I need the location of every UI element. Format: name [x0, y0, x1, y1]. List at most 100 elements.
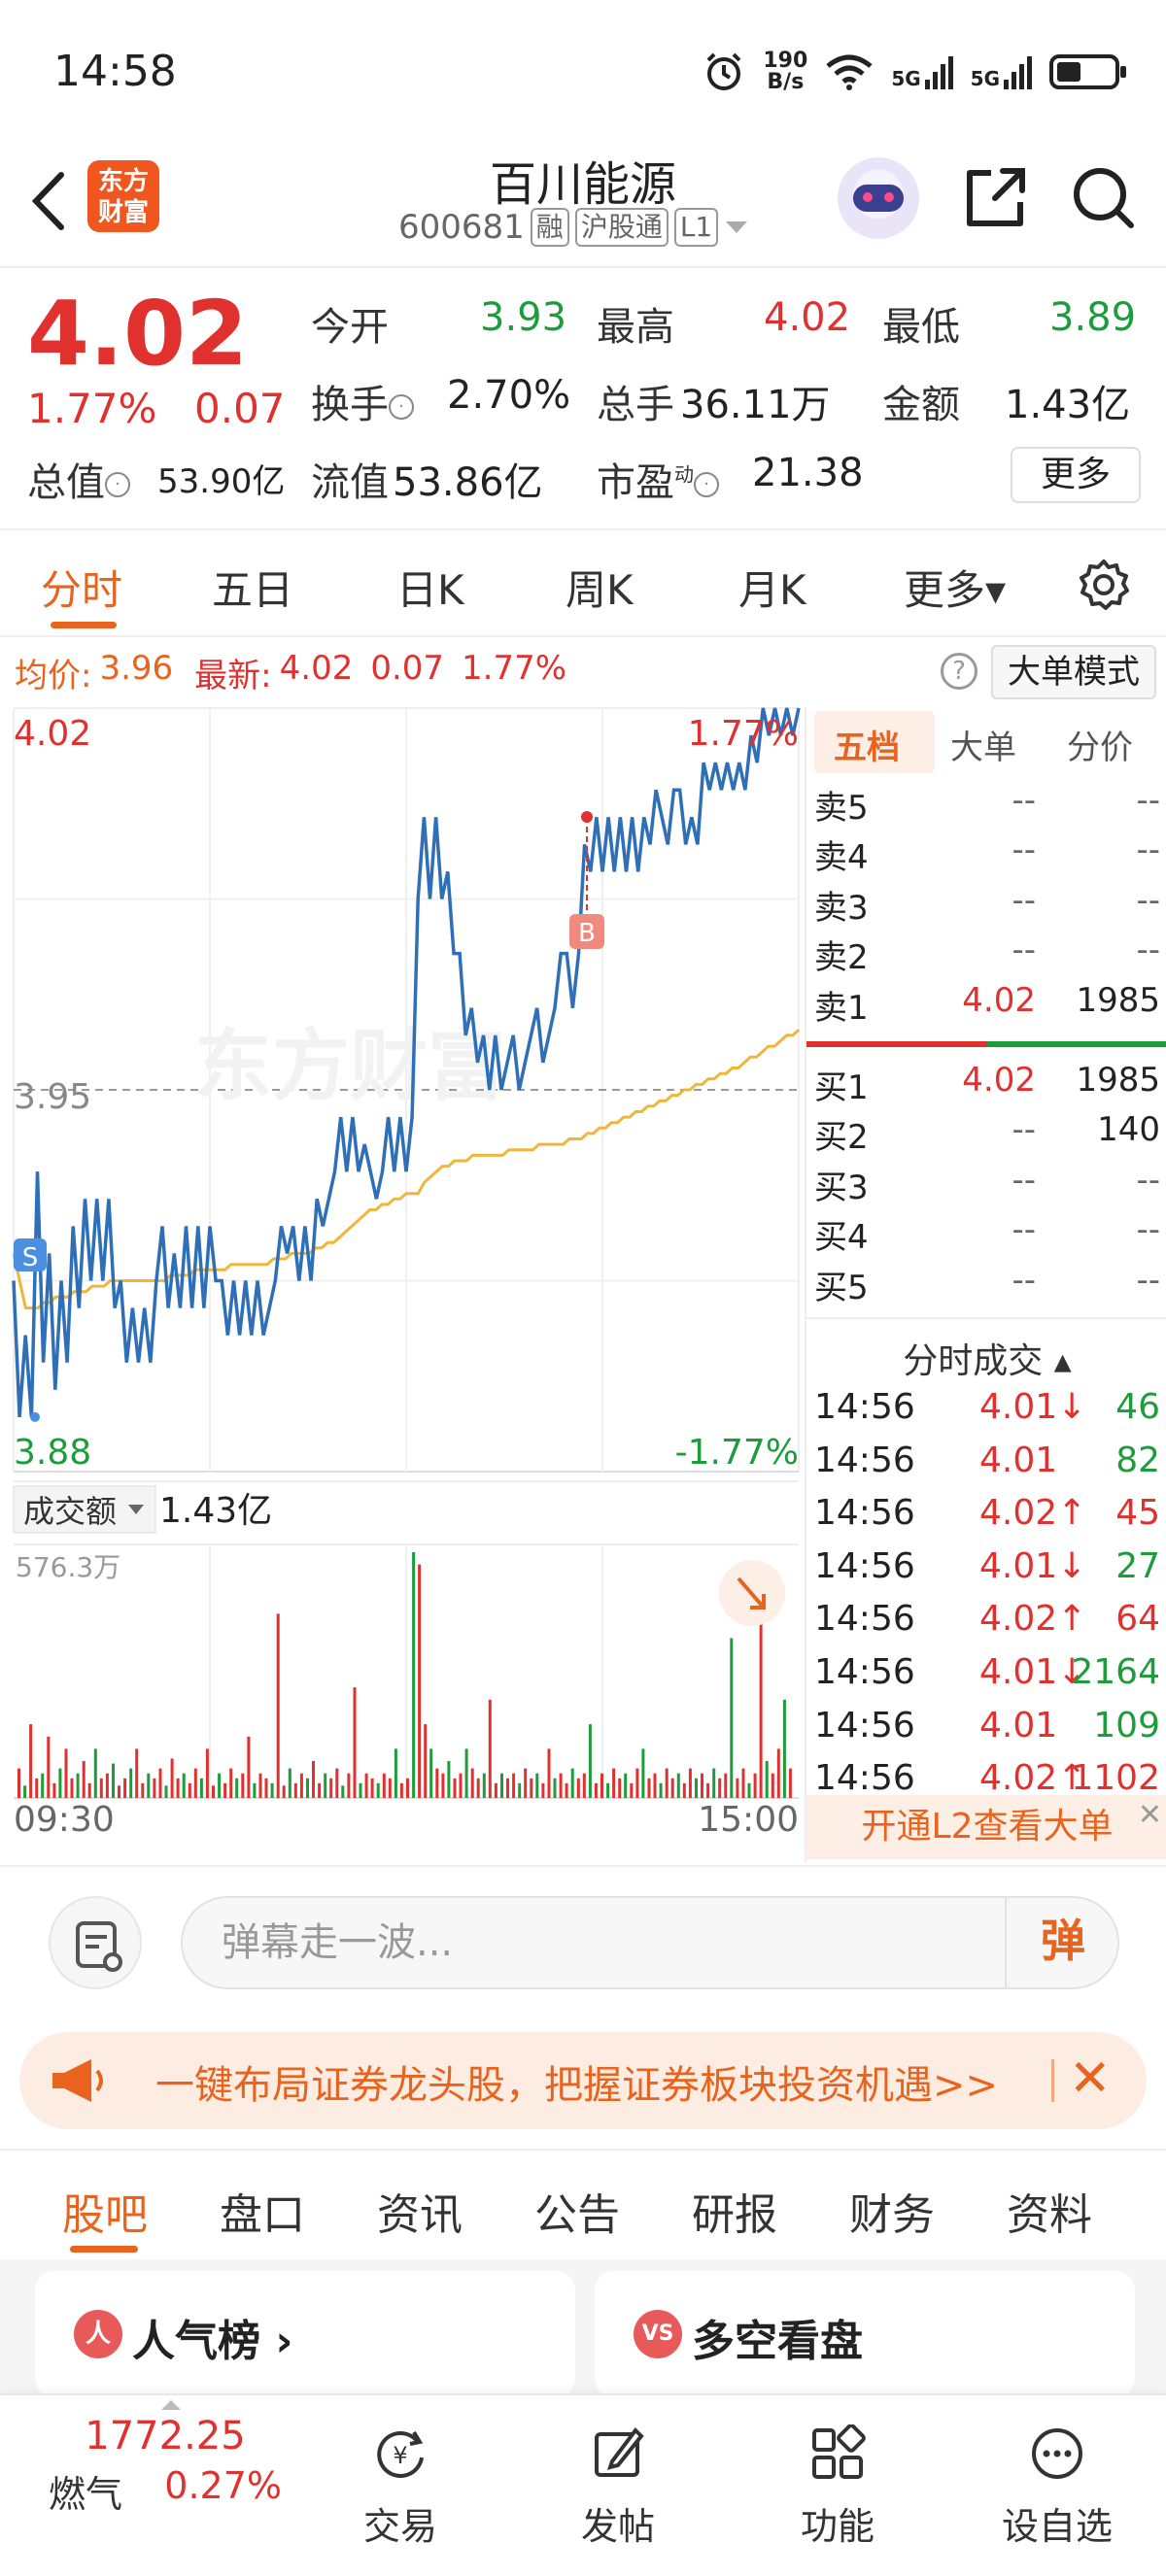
buy-level-row[interactable]: 买3 -- --: [814, 1161, 1160, 1211]
close-icon[interactable]: ✕: [1069, 2050, 1112, 2108]
trade-time: 14:56: [814, 1758, 915, 1799]
volume-bar: [82, 1761, 86, 1798]
tab-forum[interactable]: 股吧: [62, 2190, 148, 2240]
volume-bar: [76, 1773, 80, 1798]
sell-level-row[interactable]: 卖5 -- --: [814, 781, 1160, 831]
danmaku-input[interactable]: 弹幕走一波...: [181, 1896, 1119, 1989]
volume-bar: [64, 1748, 68, 1798]
tab-big-orders[interactable]: 大单: [950, 729, 1016, 767]
volume-bar: [93, 1748, 97, 1798]
sell-level-row[interactable]: 卖3 -- --: [814, 881, 1160, 932]
collapse-arrow-icon[interactable]: [719, 1560, 785, 1626]
share-icon[interactable]: [962, 163, 1030, 231]
brand-logo[interactable]: 东方 财富: [87, 160, 159, 232]
trade-price: 4.01: [979, 1705, 1058, 1746]
feature-cards: 人 人气榜 › VS 多空看盘: [0, 2259, 1166, 2397]
sell-level-row[interactable]: 卖1 4.02 1985: [814, 981, 1160, 1032]
trade-volume: 1102: [1071, 1758, 1160, 1799]
status-icons: 190 B/s 5G 5G: [703, 51, 1126, 93]
volume-bar: [41, 1773, 45, 1798]
amount-value: 1.43亿: [1005, 383, 1131, 427]
tab-research[interactable]: 研报: [692, 2190, 777, 2240]
volume-bar: [776, 1748, 780, 1798]
promo-banner[interactable]: 一键布局证券龙头股，把握证券板块投资机遇>> ✕: [19, 2032, 1147, 2129]
tab-market-depth[interactable]: 盘口: [220, 2190, 305, 2240]
tab-news[interactable]: 资讯: [377, 2190, 463, 2240]
level-volume: --: [1136, 1260, 1160, 1300]
average-price-row: 均价: 3.96 最新: 4.02 0.07 1.77%: [15, 649, 567, 695]
sell-level-row[interactable]: 卖4 -- --: [814, 830, 1160, 881]
back-arrow-icon[interactable]: [24, 167, 73, 235]
trades-title[interactable]: 分时成交 ▴: [806, 1317, 1166, 1383]
help-icon[interactable]: ?: [941, 653, 977, 690]
volume-selector[interactable]: 成交额: [13, 1485, 156, 1534]
content-tabs: 股吧 盘口 资讯 公告 研报 财务 资料: [0, 2149, 1166, 2255]
volume-bar: [141, 1782, 145, 1798]
info-icon[interactable]: ·: [105, 472, 130, 497]
sell-level-row[interactable]: 卖2 -- --: [814, 931, 1160, 981]
buy-marker[interactable]: S: [14, 1238, 47, 1272]
tab-price-split[interactable]: 分价: [1067, 729, 1133, 767]
nav-functions[interactable]: 功能: [750, 2423, 925, 2550]
big-order-mode-button[interactable]: 大单模式: [991, 645, 1156, 699]
volume-bar: [293, 1782, 297, 1798]
stock-header: 东方 财富 百川能源 600681 融 沪股通 L1: [0, 146, 1166, 268]
volume-bar: [223, 1782, 227, 1798]
dropdown-triangle-icon: [726, 221, 748, 233]
l2-upgrade-banner[interactable]: 开通L2查看大单 ✕: [806, 1795, 1166, 1859]
sector-index[interactable]: 1772.25 燃气 0.27%: [39, 2397, 292, 2518]
tab-announcements[interactable]: 公告: [534, 2190, 620, 2240]
tab-intraday[interactable]: 分时: [41, 566, 123, 614]
assistant-robot-icon[interactable]: [838, 157, 919, 239]
volume-bar: [670, 1778, 674, 1798]
trade-row: 14:56 4.02↑ 45: [814, 1493, 1160, 1545]
info-icon[interactable]: ·: [694, 472, 719, 497]
trade-row: 14:56 4.01 109: [814, 1706, 1160, 1758]
volume-bar: [153, 1778, 156, 1798]
tab-financials[interactable]: 财务: [849, 2190, 935, 2240]
tab-daily-k[interactable]: 日K: [396, 566, 464, 614]
price-start-dot: [30, 1411, 40, 1422]
tab-five-levels[interactable]: 五档: [834, 729, 900, 767]
trade-volume: 27: [1115, 1545, 1160, 1586]
comment-list-button[interactable]: [49, 1896, 142, 1989]
nav-trade[interactable]: ¥ 交易: [313, 2424, 488, 2550]
search-icon[interactable]: [1069, 163, 1137, 231]
nav-post[interactable]: 发帖: [531, 2424, 705, 2550]
close-icon[interactable]: ✕: [1137, 1798, 1162, 1832]
tab-profile[interactable]: 资料: [1007, 2190, 1092, 2240]
danmaku-send-button[interactable]: 弹: [1005, 1896, 1119, 1989]
buy-level-row[interactable]: 买4 -- --: [814, 1210, 1160, 1261]
intraday-chart[interactable]: 东方财富 4.02 3.95 3.88 1.77% -1.77% S B 成交额…: [0, 704, 805, 1860]
gear-icon[interactable]: [1077, 558, 1131, 612]
volume-bar: [588, 1724, 592, 1798]
volume-bar: [247, 1736, 251, 1799]
buy-level-row[interactable]: 买2 -- 140: [814, 1110, 1160, 1161]
level-price: --: [1012, 931, 1036, 970]
info-icon[interactable]: ·: [389, 394, 414, 420]
volume-bar: [736, 1778, 739, 1798]
volume-bar: [99, 1778, 103, 1798]
nav-add-watchlist[interactable]: 设自选: [970, 2424, 1145, 2550]
stock-code-row[interactable]: 600681 融 沪股通 L1: [398, 208, 749, 247]
high-value: 4.02: [764, 295, 851, 340]
volume-bar: [118, 1785, 120, 1798]
trade-row: 14:56 4.01↓ 2164: [814, 1652, 1160, 1705]
tab-weekly-k[interactable]: 周K: [566, 566, 634, 614]
volume-bar: [724, 1773, 728, 1798]
tab-more[interactable]: 更多▾: [904, 566, 1007, 614]
popularity-card[interactable]: 人 人气榜 ›: [35, 2271, 575, 2397]
buy-level-row[interactable]: 买5 -- --: [814, 1261, 1160, 1311]
tab-monthly-k[interactable]: 月K: [738, 566, 806, 614]
sell-marker[interactable]: B: [569, 811, 604, 949]
open-value: 3.93: [480, 295, 567, 340]
volume-bar: [341, 1785, 345, 1798]
volume-bar: [229, 1768, 233, 1798]
time-end: 15:00: [698, 1800, 799, 1840]
tab-five-day[interactable]: 五日: [212, 566, 294, 614]
bull-bear-card[interactable]: VS 多空看盘: [595, 2271, 1135, 2397]
more-button[interactable]: 更多: [1011, 447, 1141, 503]
buy-level-row[interactable]: 买1 4.02 1985: [814, 1061, 1160, 1111]
volume-bar: [235, 1778, 239, 1798]
trade-volume: 109: [1093, 1705, 1160, 1746]
